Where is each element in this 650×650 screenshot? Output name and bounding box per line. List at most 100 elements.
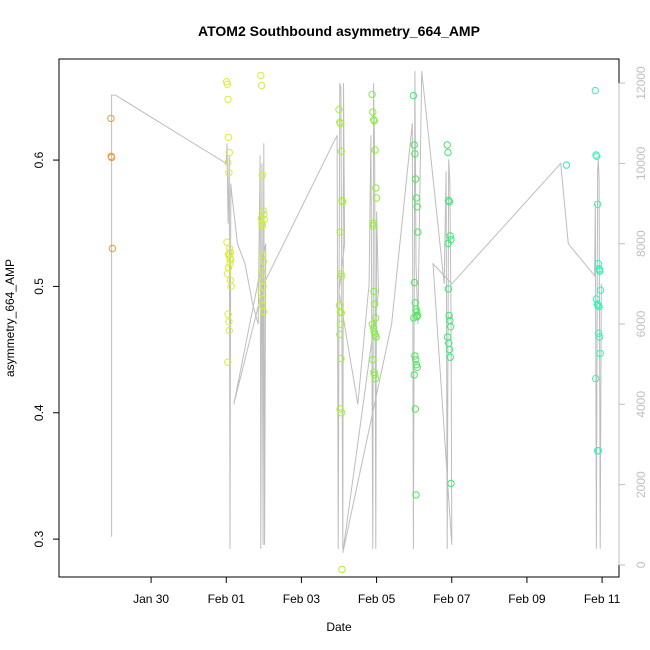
data-point	[371, 146, 379, 154]
y-tick-label: 0.4	[32, 404, 46, 421]
data-point	[410, 371, 418, 379]
data-point	[412, 175, 420, 183]
y2-tick-label: 2000	[634, 471, 648, 498]
data-point	[226, 254, 234, 263]
data-point	[225, 148, 234, 157]
data-point	[336, 119, 345, 128]
y2-tick-label: 12000	[634, 66, 648, 100]
data-point	[411, 405, 419, 413]
data-point	[595, 302, 603, 311]
data-point	[336, 118, 344, 126]
data-point	[258, 219, 266, 227]
data-point	[369, 356, 377, 364]
data-point	[445, 198, 454, 206]
data-point	[336, 320, 345, 328]
y2-tick-label: 10000	[634, 146, 648, 180]
data-point	[410, 141, 418, 149]
data-point	[593, 200, 602, 209]
data-point	[225, 318, 233, 326]
data-point	[371, 300, 379, 308]
y-axis: 0.3 0.4 0.5 0.6	[32, 151, 60, 547]
data-point	[372, 194, 381, 202]
data-point	[594, 447, 602, 455]
data-point	[594, 301, 602, 310]
data-point	[444, 239, 452, 248]
data-point	[369, 219, 377, 227]
secondary-y-axis: 0 2000 4000 6000 8000 10000 12000	[618, 66, 648, 568]
data-point	[370, 287, 378, 296]
data-point	[595, 329, 603, 337]
data-point	[224, 358, 232, 366]
data-point	[258, 222, 266, 230]
x-tick-label: Feb 03	[283, 592, 321, 606]
y-tick-label: 0.3	[32, 530, 46, 547]
data-point	[371, 314, 380, 322]
data-point	[259, 206, 267, 215]
data-point	[412, 194, 421, 202]
x-axis-label: Date	[326, 620, 352, 634]
data-point	[339, 198, 347, 206]
data-point	[409, 91, 418, 100]
data-point	[446, 323, 455, 331]
data-point	[336, 405, 344, 413]
data-point	[446, 353, 454, 361]
data-point	[447, 479, 455, 488]
data-point	[372, 333, 380, 341]
data-point	[443, 141, 451, 149]
data-point	[370, 117, 378, 125]
data-point	[225, 169, 233, 177]
data-point	[368, 90, 376, 99]
data-point	[596, 267, 604, 275]
data-point	[259, 257, 268, 265]
data-point	[338, 565, 346, 574]
data-point	[413, 363, 421, 371]
data-point	[227, 256, 235, 264]
data-point	[413, 311, 422, 320]
data-point	[445, 311, 453, 320]
data-point	[107, 114, 115, 123]
data-point	[410, 278, 419, 287]
data-point	[224, 310, 232, 318]
y2-tick-label: 4000	[634, 391, 648, 418]
data-point	[258, 171, 266, 179]
data-point	[223, 238, 231, 246]
data-point	[224, 263, 233, 272]
data-point	[593, 152, 601, 161]
data-point	[337, 309, 345, 317]
data-point	[337, 272, 346, 280]
data-point	[369, 108, 377, 116]
y-tick-label: 0.6	[32, 151, 46, 168]
pressure-series	[111, 70, 602, 554]
data-point	[410, 314, 418, 322]
data-point	[591, 86, 599, 95]
data-point	[224, 133, 233, 142]
data-point	[335, 105, 343, 114]
data-point	[595, 333, 604, 341]
data-point	[414, 228, 422, 236]
data-point	[411, 352, 419, 360]
x-tick-label: Jan 30	[133, 592, 169, 606]
data-point	[412, 356, 420, 364]
data-point	[257, 81, 266, 90]
data-point	[337, 354, 345, 363]
data-point	[336, 228, 344, 236]
data-point	[369, 222, 377, 230]
data-point	[371, 371, 379, 379]
data-point	[596, 349, 604, 358]
y2-tick-label: 0	[634, 561, 648, 568]
data-point	[413, 308, 421, 316]
data-point	[411, 150, 419, 158]
data-point	[107, 153, 116, 162]
data-point	[592, 374, 600, 383]
data-points	[107, 71, 605, 574]
data-point	[257, 267, 266, 275]
data-point	[226, 260, 234, 268]
data-point	[444, 148, 452, 157]
data-point	[562, 161, 571, 169]
x-tick-label: Feb 09	[508, 592, 546, 606]
data-point	[259, 308, 268, 316]
chart-title: ATOM2 Southbound asymmetry_664_AMP	[198, 23, 480, 39]
data-point	[224, 95, 232, 104]
x-tick-label: Feb 07	[433, 592, 471, 606]
